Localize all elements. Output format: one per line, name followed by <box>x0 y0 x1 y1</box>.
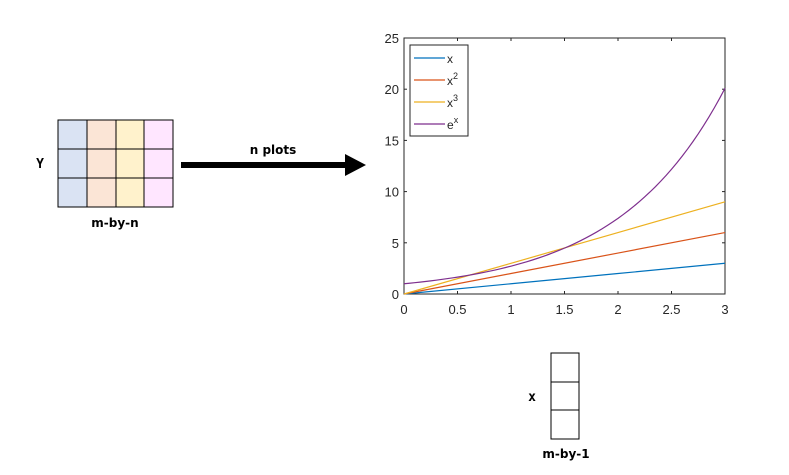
matrix-y-column-4 <box>144 120 173 207</box>
arrow-head <box>345 154 366 176</box>
legend-box <box>409 44 469 137</box>
x-tick-label: 2 <box>614 302 621 317</box>
vector-x: x m-by-1 <box>528 352 590 461</box>
y-tick-label: 0 <box>392 287 399 302</box>
y-tick-label: 5 <box>392 236 399 251</box>
matrix-y-caption: m-by-n <box>91 216 138 230</box>
arrow-label: n plots <box>250 143 297 157</box>
y-tick-label: 25 <box>385 31 399 46</box>
y-tick-label: 10 <box>385 185 399 200</box>
series-line-1 <box>403 262 726 295</box>
matrix-y-column-3 <box>116 120 144 207</box>
vector-x-grid <box>550 352 580 440</box>
matrix-y-column-1 <box>58 120 87 207</box>
x-tick-label: 2.5 <box>662 302 680 317</box>
plot-arrow: n plots <box>181 143 366 176</box>
matrix-y-name: Y <box>36 157 44 172</box>
x-tick-label: 3 <box>721 302 728 317</box>
matrix-y: Y m-by-n <box>36 119 174 230</box>
legend-label-4: ex <box>447 115 459 132</box>
chart-legend: x x2 x3 ex <box>409 44 469 137</box>
y-tick-label: 15 <box>385 133 399 148</box>
series-lines <box>403 87 726 295</box>
legend-label-3: x3 <box>447 93 458 110</box>
x-tick-label: 1.5 <box>555 302 573 317</box>
series-line-4 <box>403 87 726 285</box>
x-tick-label: 0.5 <box>448 302 466 317</box>
series-line-2 <box>403 231 726 295</box>
x-axis-ticks: 0 0.5 1 1.5 2 2.5 3 <box>400 38 729 317</box>
matrix-y-column-2 <box>87 120 116 207</box>
y-tick-label: 20 <box>385 82 399 97</box>
x-tick-label: 0 <box>400 302 407 317</box>
x-tick-label: 1 <box>507 302 514 317</box>
vector-x-name: x <box>528 390 536 405</box>
legend-label-1: x <box>447 52 453 66</box>
legend-label-2: x2 <box>447 71 458 88</box>
matrix-y-grid <box>57 119 174 208</box>
vector-x-caption: m-by-1 <box>542 447 589 461</box>
y-axis-ticks: 0 5 10 15 20 25 <box>385 31 725 302</box>
line-chart: 0 0.5 1 1.5 2 2.5 3 0 5 10 15 20 25 x x2 x3 ex <box>385 31 729 317</box>
